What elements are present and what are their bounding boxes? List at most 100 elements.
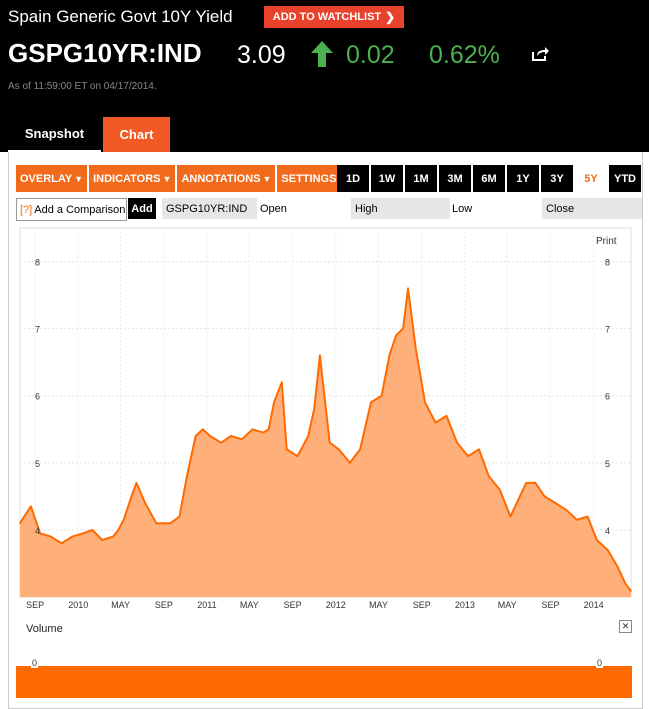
- x-tick-label: 2010: [68, 600, 88, 610]
- data-point: [209, 435, 211, 437]
- data-point: [155, 522, 157, 524]
- range-3m-button[interactable]: 3M: [439, 165, 471, 192]
- y-tick-label-left: 7: [35, 325, 40, 335]
- data-point: [39, 532, 41, 535]
- range-1d-button[interactable]: 1D: [337, 165, 369, 192]
- data-point: [624, 582, 627, 585]
- data-point: [220, 441, 222, 444]
- data-point: [554, 502, 557, 504]
- volume-axis-left-tick: 0: [31, 658, 39, 668]
- data-point: [478, 448, 480, 451]
- data-point: [349, 462, 351, 464]
- help-icon[interactable]: [?]: [20, 203, 33, 216]
- x-tick-label: 2014: [584, 600, 604, 610]
- share-icon[interactable]: [531, 46, 549, 62]
- data-point: [380, 394, 383, 397]
- data-point: [101, 539, 103, 541]
- range-1m-button[interactable]: 1M: [405, 165, 437, 192]
- chart-area-fill: [20, 288, 631, 597]
- data-point: [280, 381, 283, 384]
- data-point: [424, 401, 426, 404]
- data-point: [434, 421, 437, 424]
- overlay-label: OVERLAY: [20, 172, 73, 185]
- data-point: [178, 515, 181, 518]
- overlay-menu[interactable]: OVERLAY ▼: [16, 165, 88, 192]
- data-point: [117, 529, 120, 531]
- y-tick-label-left: 4: [35, 526, 40, 536]
- range-1w-button[interactable]: 1W: [371, 165, 403, 192]
- data-point: [160, 522, 163, 524]
- x-tick-label: MAY: [369, 600, 388, 610]
- annotations-label: ANNOTATIONS: [181, 172, 261, 185]
- data-point: [296, 455, 299, 457]
- high-label: High: [351, 198, 450, 219]
- y-tick-label-right: 5: [605, 459, 610, 469]
- data-point: [71, 535, 74, 538]
- comparison-input[interactable]: [?] Add a Comparison: [16, 198, 127, 221]
- range-3y-button[interactable]: 3Y: [541, 165, 573, 192]
- print-link[interactable]: Print: [596, 236, 617, 247]
- caret-down-icon: ▼: [262, 173, 272, 184]
- volume-label: Volume: [26, 623, 63, 635]
- data-point: [565, 508, 567, 511]
- range-5y-button[interactable]: 5Y: [575, 165, 607, 192]
- data-point: [370, 401, 372, 404]
- data-point: [586, 515, 589, 518]
- data-point: [328, 441, 331, 444]
- data-point: [319, 354, 321, 357]
- y-tick-label-right: 8: [605, 258, 610, 268]
- indicators-label: INDICATORS: [93, 172, 161, 185]
- y-tick-label-right: 4: [605, 526, 610, 536]
- range-1y-button[interactable]: 1Y: [507, 165, 539, 192]
- x-tick-label: MAY: [111, 600, 130, 610]
- percent-change: 0.62%: [429, 41, 500, 69]
- data-point: [415, 347, 417, 350]
- data-point: [30, 505, 32, 508]
- close-icon[interactable]: ✕: [619, 620, 632, 633]
- data-point: [525, 482, 528, 484]
- price-change: 0.02: [346, 41, 395, 69]
- data-point: [60, 542, 63, 545]
- data-point: [273, 401, 275, 404]
- data-point: [186, 475, 188, 478]
- data-point: [534, 482, 537, 484]
- caret-down-icon: ▼: [162, 173, 172, 184]
- data-point: [307, 435, 310, 437]
- data-point: [407, 287, 409, 290]
- data-point: [169, 522, 172, 524]
- x-tick-label: SEP: [413, 600, 431, 610]
- data-point: [201, 428, 204, 431]
- data-point: [112, 535, 114, 538]
- low-label: Low: [452, 202, 473, 215]
- x-tick-label: SEP: [26, 600, 44, 610]
- add-comparison-button[interactable]: Add: [128, 198, 156, 219]
- x-tick-label: SEP: [542, 600, 560, 610]
- data-point: [135, 482, 138, 484]
- x-tick-label: 2011: [197, 600, 216, 610]
- as-of-timestamp: As of 11:59:00 ET on 04/17/2014.: [8, 81, 157, 92]
- data-point: [144, 502, 147, 504]
- data-point: [576, 519, 578, 521]
- watchlist-label: ADD TO WATCHLIST: [272, 11, 382, 23]
- add-to-watchlist-button[interactable]: ADD TO WATCHLIST ❯: [264, 6, 404, 28]
- tab-chart[interactable]: Chart: [103, 117, 170, 152]
- y-tick-label-right: 7: [605, 325, 610, 335]
- data-point: [251, 428, 254, 431]
- indicators-menu[interactable]: INDICATORS ▼: [89, 165, 176, 192]
- volume-bar: [16, 666, 632, 698]
- x-tick-label: SEP: [284, 600, 302, 610]
- y-tick-label-left: 5: [35, 459, 40, 469]
- range-6m-button[interactable]: 6M: [473, 165, 505, 192]
- x-tick-label: SEP: [155, 600, 173, 610]
- x-tick-label: MAY: [498, 600, 517, 610]
- data-point: [509, 515, 512, 518]
- tab-snapshot[interactable]: Snapshot: [8, 117, 101, 152]
- data-point: [313, 408, 316, 410]
- comparison-placeholder: Add a Comparison: [34, 203, 126, 216]
- annotations-menu[interactable]: ANNOTATIONS ▼: [177, 165, 276, 192]
- volume-axis-right-tick: 0: [596, 658, 604, 668]
- chevron-right-icon: ❯: [385, 10, 396, 24]
- x-tick-label: 2013: [455, 600, 475, 610]
- range-ytd-button[interactable]: YTD: [609, 165, 641, 192]
- data-point: [498, 488, 501, 491]
